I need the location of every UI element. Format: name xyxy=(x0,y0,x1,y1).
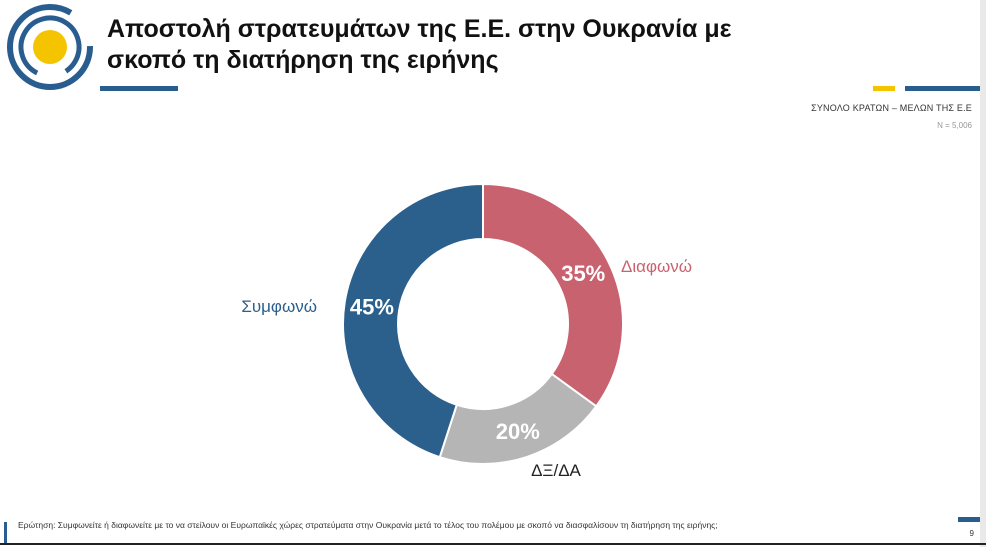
slice-disagree xyxy=(482,182,624,408)
slice-dk-value-label: 20% xyxy=(496,419,540,444)
slice-agree-category-label: Συμφωνώ xyxy=(241,297,317,316)
slice-disagree-value-label: 35% xyxy=(561,261,605,286)
question-footnote: Ερώτηση: Συμφωνείτε ή διαφωνείτε με το ν… xyxy=(18,520,718,530)
page-title: Αποστολή στρατευμάτων της Ε.Ε. στην Ουκρ… xyxy=(107,15,732,74)
sample-size: N = 5,006 xyxy=(937,121,972,130)
accent-bar-yellow xyxy=(873,86,895,91)
logo-icon xyxy=(7,4,93,90)
sample-label: ΣΥΝΟΛΟ ΚΡΑΤΩΝ – ΜΕΛΩΝ ΤΗΣ Ε.Ε xyxy=(811,103,972,113)
title-underline xyxy=(100,86,178,91)
slice-dk-category-label: ΔΞ/ΔΑ xyxy=(531,461,581,480)
right-edge xyxy=(980,0,986,547)
slice-agree xyxy=(342,182,484,459)
page-accent-bar xyxy=(958,517,980,522)
accent-bar-blue xyxy=(905,86,981,91)
footnote-rule xyxy=(4,522,7,544)
slice-agree-value-label: 45% xyxy=(350,294,394,319)
slice-disagree-category-label: Διαφωνώ xyxy=(621,257,692,276)
bottom-line xyxy=(0,543,986,545)
page-number: 9 xyxy=(969,529,974,538)
